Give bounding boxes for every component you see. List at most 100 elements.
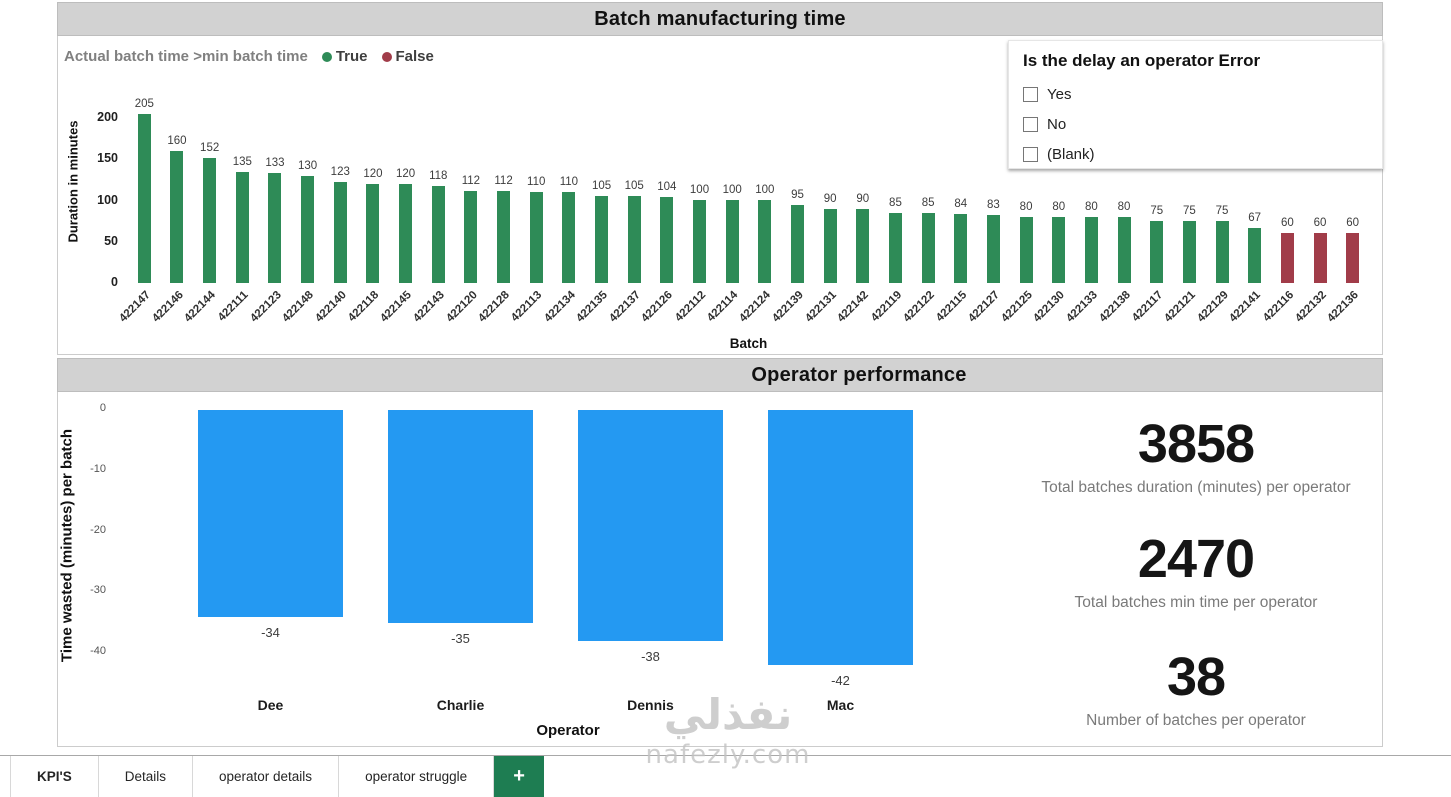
kpi-total-duration-label: Total batches duration (minutes) per ope… — [1041, 479, 1351, 496]
batch-bar-value: 80 — [1085, 201, 1098, 213]
batch-bar-value: 120 — [395, 168, 416, 180]
legend-false-label: False — [395, 48, 434, 65]
batch-bar-422118[interactable] — [366, 184, 380, 283]
operator-y-tick: 0 — [99, 402, 106, 414]
batch-bar-422124[interactable] — [758, 200, 772, 283]
operator-bar-dennis[interactable] — [578, 410, 723, 641]
tab-operator-details[interactable]: operator details — [193, 756, 340, 797]
batch-bar-422148[interactable] — [301, 176, 315, 283]
tab-operator-struggle[interactable]: operator struggle — [339, 756, 495, 797]
batch-bar-422111[interactable] — [235, 172, 249, 283]
batch-bar-value: 118 — [429, 170, 448, 182]
batch-bar-value: 160 — [167, 135, 187, 147]
batch-bar-422122[interactable] — [921, 213, 935, 283]
batch-y-tick: 50 — [104, 233, 118, 248]
batch-bar-422113[interactable] — [529, 192, 543, 283]
batch-bar-422138[interactable] — [1117, 217, 1131, 283]
batch-bar-422144[interactable] — [203, 158, 217, 283]
legend-item-true[interactable]: True — [321, 48, 368, 65]
batch-bar-422147[interactable] — [137, 114, 151, 283]
operator-bar-mac[interactable] — [768, 410, 913, 665]
batch-bar-value: 80 — [1117, 201, 1131, 213]
operator-bar-plot: -34 Dee -35 Charlie -38 Dennis -42 Mac — [188, 410, 948, 740]
operator-y-tick: -40 — [90, 645, 106, 657]
operator-visual-title: Operator performance — [57, 358, 1383, 392]
operator-bar-value: -35 — [451, 631, 470, 646]
batch-bar-422119[interactable] — [888, 213, 902, 283]
batch-bar-422112[interactable] — [693, 200, 706, 283]
batch-bar-422143[interactable] — [431, 186, 445, 283]
batch-bar-422131[interactable] — [823, 209, 837, 283]
tab-details[interactable]: Details — [98, 756, 193, 797]
batch-bar-422129[interactable] — [1215, 221, 1229, 283]
slicer-option-no[interactable]: No — [1023, 109, 1368, 139]
operator-x-label: Dee — [257, 697, 284, 713]
operator-y-tick: -30 — [90, 584, 106, 597]
slicer-option-blank[interactable]: (Blank) — [1023, 139, 1368, 169]
batch-bar-422126[interactable] — [660, 197, 674, 283]
legend-true-label: True — [335, 48, 368, 65]
batch-bar-value: 105 — [591, 180, 612, 192]
batch-bar-422145[interactable] — [399, 184, 413, 283]
batch-bar-422141[interactable] — [1248, 228, 1262, 283]
batch-bar-422123[interactable] — [268, 173, 282, 283]
batch-bar-422142[interactable] — [856, 209, 870, 283]
batch-bar-value: 84 — [954, 198, 968, 210]
operator-x-label: Mac — [826, 697, 855, 713]
batch-bar-422132[interactable] — [1313, 233, 1327, 283]
add-page-button[interactable]: + — [494, 756, 545, 797]
report-canvas: Batch manufacturing time Actual batch ti… — [57, 2, 1383, 747]
checkbox-icon[interactable] — [1023, 146, 1038, 162]
batch-bar-value: 67 — [1248, 212, 1262, 224]
operator-bar-dee[interactable] — [198, 410, 343, 617]
operator-bar-value: -38 — [641, 649, 660, 664]
batch-bar-422114[interactable] — [725, 200, 739, 283]
batch-bar-value: 90 — [856, 193, 870, 205]
batch-bar-value: 110 — [527, 176, 546, 188]
batch-bar-422130[interactable] — [1052, 217, 1066, 283]
batch-bar-value: 100 — [722, 184, 742, 196]
tab-kpi-s[interactable]: KPI'S — [10, 756, 99, 797]
batch-bar-422146[interactable] — [170, 151, 184, 283]
batch-bar-value: 80 — [1052, 201, 1066, 213]
batch-bar-value: 83 — [987, 199, 1000, 211]
batch-visual-title: Batch manufacturing time — [57, 2, 1383, 36]
checkbox-icon[interactable] — [1023, 116, 1038, 132]
batch-bar-value: 80 — [1019, 201, 1033, 213]
batch-bar-422116[interactable] — [1280, 233, 1294, 283]
legend-item-false[interactable]: False — [381, 48, 434, 65]
batch-bar-plot: 205 160 152 135 133 130 123 120 120 118 112 112 110 1… — [128, 36, 1369, 283]
batch-bar-422139[interactable] — [790, 205, 804, 283]
batch-bar-422125[interactable] — [1019, 217, 1033, 283]
batch-bar-value: 60 — [1313, 217, 1327, 229]
batch-bar-422140[interactable] — [333, 182, 347, 283]
batch-bar-422115[interactable] — [954, 214, 968, 283]
operator-y-axis: 0 -10 -20 -30 -40 — [66, 392, 106, 692]
operator-bar-value: -42 — [831, 673, 850, 688]
batch-bar-422137[interactable] — [627, 196, 641, 283]
slicer-option-label: No — [1047, 115, 1067, 133]
batch-bar-422134[interactable] — [562, 192, 576, 283]
batch-bar-422135[interactable] — [595, 196, 609, 283]
batch-bar-422117[interactable] — [1150, 221, 1164, 283]
kpi-batch-count: 38 Number of batches per operator — [1008, 650, 1384, 730]
slicer-option-label: Yes — [1047, 85, 1072, 103]
batch-bar-422120[interactable] — [464, 191, 478, 283]
operator-bar-value: -34 — [261, 625, 280, 640]
batch-bar-422133[interactable] — [1084, 217, 1098, 283]
batch-x-axis-title: Batch — [729, 336, 768, 351]
batch-bar-value: 112 — [494, 175, 513, 187]
batch-bar-value: 205 — [134, 98, 154, 110]
batch-bar-422136[interactable] — [1346, 233, 1360, 283]
batch-bar-422127[interactable] — [986, 215, 1000, 283]
operator-bar-charlie[interactable] — [388, 410, 533, 623]
batch-bar-value: 112 — [461, 175, 481, 187]
operator-x-label: Dennis — [627, 697, 674, 713]
slicer-option-label: (Blank) — [1047, 145, 1095, 163]
batch-bar-value: 104 — [657, 181, 677, 193]
kpi-batch-count-label: Number of batches per operator — [1086, 712, 1306, 729]
checkbox-icon[interactable] — [1023, 86, 1038, 102]
slicer-option-yes[interactable]: Yes — [1023, 79, 1368, 109]
batch-bar-422121[interactable] — [1182, 221, 1196, 283]
batch-bar-422128[interactable] — [497, 191, 511, 283]
